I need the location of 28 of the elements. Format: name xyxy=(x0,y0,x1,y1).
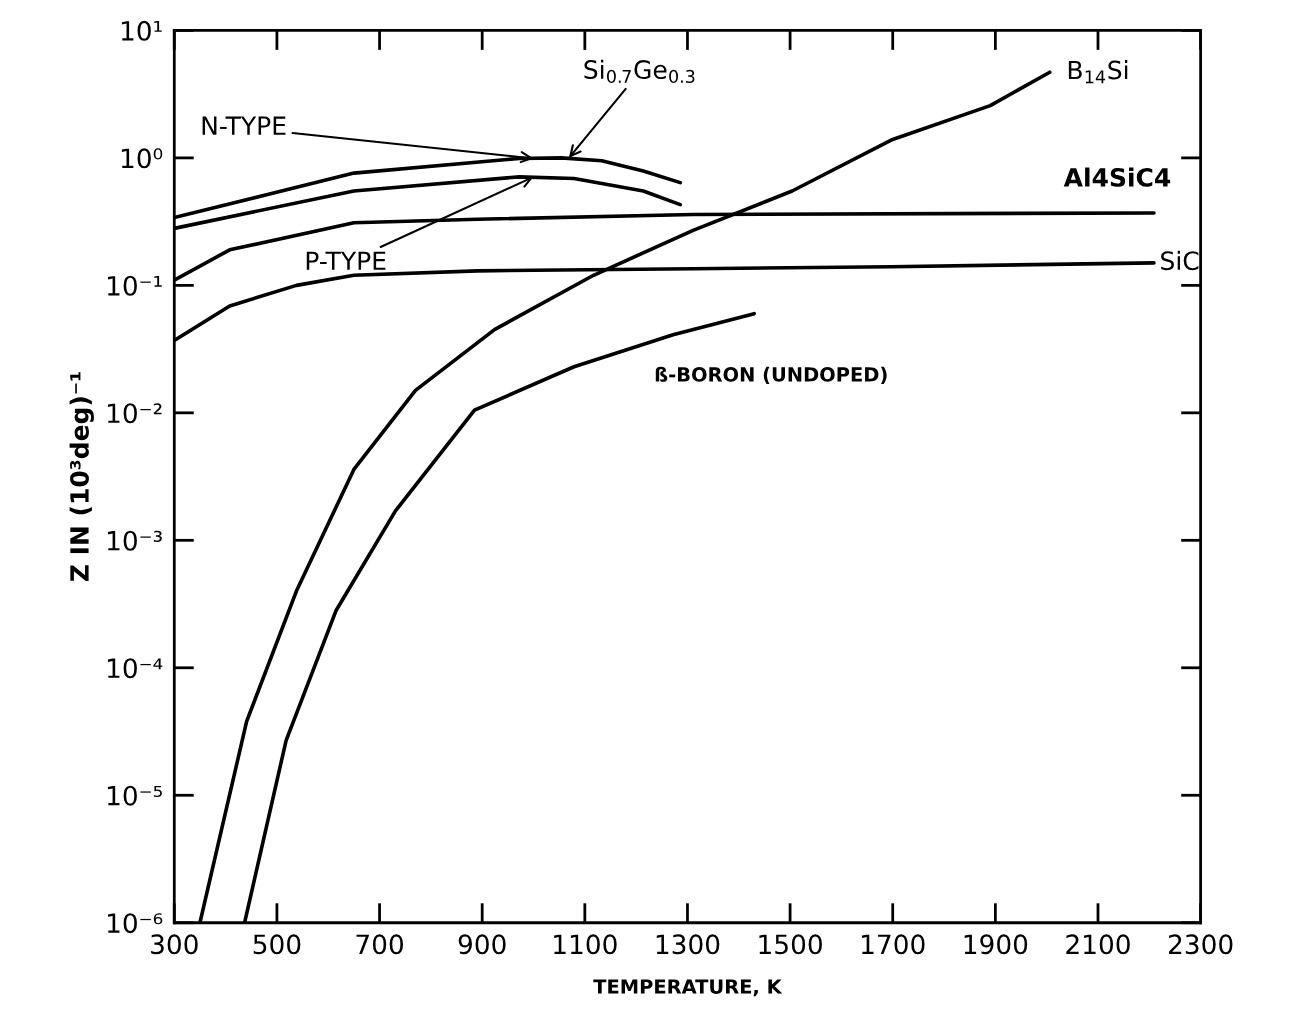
y-tick-label: 10¹ xyxy=(121,20,162,41)
y-tick-label: 10⁻³ xyxy=(107,530,162,551)
y-tick-label: 10⁻⁴ xyxy=(107,658,163,679)
annotation: B$_{14}$Si xyxy=(1068,60,1128,84)
x-axis-title: TEMPERATURE, K xyxy=(593,979,783,997)
x-tick-label: 1300 xyxy=(656,934,720,955)
annotation: N-TYPE xyxy=(202,116,286,135)
x-tick-label: 1900 xyxy=(964,934,1028,955)
annotation: ß-BORON (UNDOPED) xyxy=(655,366,887,385)
y-tick-label: 10⁻¹ xyxy=(107,275,162,296)
x-tick-label: 2300 xyxy=(1168,934,1233,955)
x-tick-label: 1100 xyxy=(554,934,617,955)
x-tick-label: 1700 xyxy=(862,934,925,955)
x-tick-label: 900 xyxy=(458,934,506,955)
annotation: P-TYPE xyxy=(306,251,386,270)
y-tick-label: 10⁻⁵ xyxy=(107,785,162,806)
annotation: Si$_{0.7}$Ge$_{0.3}$ xyxy=(584,59,695,84)
y-axis-title: Z IN (10³deg)⁻¹ xyxy=(69,372,94,582)
annotation: SiC xyxy=(1161,250,1199,271)
y-tick-label: 10⁰ xyxy=(121,148,163,169)
x-tick-label: 300 xyxy=(151,934,198,955)
y-tick-label: 10⁻⁶ xyxy=(107,913,163,934)
x-tick-label: 700 xyxy=(356,934,403,955)
y-tick-label: 10⁻² xyxy=(107,403,162,424)
x-tick-label: 500 xyxy=(253,934,301,955)
x-tick-label: 2100 xyxy=(1066,934,1130,955)
x-tick-label: 1500 xyxy=(759,934,822,955)
annotation: Al4SiC4 xyxy=(1063,167,1171,187)
